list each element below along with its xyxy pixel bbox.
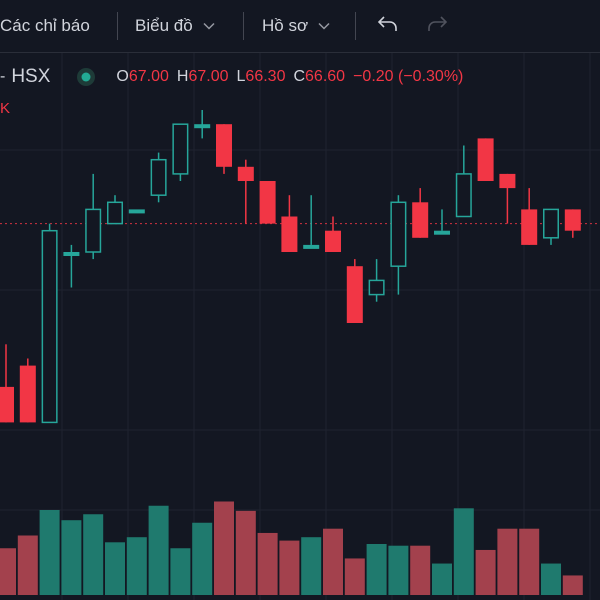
volume-bar: [0, 548, 16, 595]
candle-body: [325, 230, 341, 252]
candle-body: [477, 138, 494, 181]
undo-button[interactable]: [377, 0, 399, 52]
indicators-label: Các chỉ báo: [0, 16, 90, 35]
candle-body: [237, 166, 254, 181]
indicators-button[interactable]: Các chỉ báo: [0, 0, 90, 52]
volume-bar: [541, 563, 561, 595]
toolbar-divider: [355, 12, 356, 40]
volume-bar: [562, 575, 583, 595]
volume-bar: [17, 535, 38, 595]
candle-body: [455, 173, 472, 218]
candle-body: [346, 266, 363, 323]
change-value: −0.20 (−0.30%): [353, 68, 464, 85]
low-value: 66.30: [245, 68, 286, 85]
volume-bar: [388, 545, 409, 595]
candle-body: [390, 201, 407, 267]
volume-bar: [475, 549, 496, 595]
volume-bar: [344, 558, 365, 595]
volume-bar: [148, 505, 169, 595]
ohlc-legend: - HSX O 67.00 H 67.00 L 66.30 C 66.60 −0…: [0, 64, 463, 90]
candle-body: [412, 202, 429, 238]
volume-bar: [366, 544, 387, 595]
low-label: L: [236, 68, 246, 85]
redo-icon: [426, 15, 448, 38]
volume-bar: [235, 510, 256, 595]
volume-bar: [83, 514, 104, 595]
candle-body: [85, 208, 102, 253]
volume-bar: [257, 532, 278, 595]
profile-button[interactable]: Hồ sơ: [262, 0, 330, 52]
candle-body: [543, 208, 559, 239]
undo-icon: [377, 15, 399, 38]
high-value: 67.00: [188, 68, 229, 85]
candle-body: [564, 209, 581, 231]
candle-body: [0, 386, 14, 423]
candle-body: [107, 201, 123, 225]
sub-indicator-label: K: [0, 100, 11, 117]
volume-bar: [323, 528, 343, 595]
candle-body: [259, 181, 276, 224]
volume-bar: [192, 522, 213, 595]
candle-body: [303, 244, 320, 249]
market-status-dot-icon: [76, 67, 96, 87]
dash-separator: -: [0, 68, 6, 85]
volume-bar: [279, 540, 300, 595]
chevron-down-icon: [318, 19, 330, 33]
candle-body: [216, 124, 232, 167]
candle-body: [150, 158, 167, 196]
chart-type-button[interactable]: Biểu đồ: [135, 0, 215, 52]
candle-body: [499, 173, 516, 189]
profile-label: Hồ sơ: [262, 16, 309, 35]
candle-body: [19, 365, 36, 423]
candle-body: [368, 279, 385, 296]
candle-body: [172, 123, 189, 175]
volume-bar: [410, 545, 431, 595]
high-label: H: [176, 68, 189, 85]
chart-type-label: Biểu đồ: [135, 16, 193, 35]
volume-bar: [39, 510, 60, 595]
open-label: O: [116, 68, 129, 85]
toolbar-divider: [243, 12, 244, 40]
candle-body: [63, 252, 80, 256]
candle-body: [194, 124, 211, 129]
chevron-down-icon: [203, 19, 215, 33]
volume-bar: [214, 501, 234, 595]
price-chart[interactable]: [0, 53, 600, 600]
volume-bar: [170, 548, 191, 595]
candle-body: [41, 229, 58, 424]
close-label: C: [293, 68, 306, 85]
volume-bar: [432, 563, 452, 595]
candle-body: [521, 209, 538, 245]
open-value: 67.00: [128, 68, 169, 85]
close-value: 66.60: [305, 68, 346, 85]
candle-body: [434, 230, 450, 235]
volume-bar: [105, 542, 125, 595]
volume-bar: [497, 528, 518, 595]
exchange-label: HSX: [11, 66, 51, 87]
top-toolbar: Các chỉ báo Biểu đồ Hồ sơ: [0, 0, 600, 53]
toolbar-divider: [117, 12, 118, 40]
volume-bar: [453, 508, 474, 595]
candle-body: [128, 209, 145, 214]
volume-bar: [61, 520, 82, 595]
candle-body: [281, 216, 298, 252]
volume-bar: [301, 537, 322, 595]
redo-button[interactable]: [426, 0, 448, 52]
volume-bar: [519, 528, 540, 595]
volume-bar: [126, 537, 147, 595]
